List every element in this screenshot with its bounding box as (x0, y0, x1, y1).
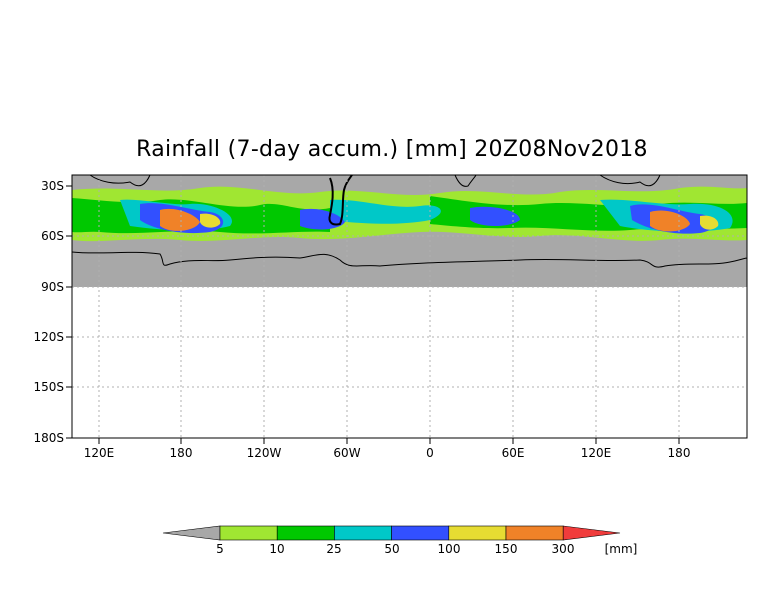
colorbar (162, 525, 621, 541)
colorbar-segment-low (162, 525, 221, 541)
colorbar-label: 50 (384, 542, 399, 556)
colorbar-segment (276, 525, 335, 541)
lat-label: 30S (41, 179, 64, 193)
rainfall-field (72, 186, 747, 242)
australia-outline-repeat (599, 174, 661, 187)
colorbar-label: 100 (438, 542, 461, 556)
lon-label: 180 (170, 446, 193, 460)
lat-label: 60S (41, 229, 64, 243)
south-america-outline (328, 174, 353, 226)
colorbar-labels: 5 10 25 50 100 150 300 [mm] (216, 542, 637, 556)
colorbar-label: 300 (552, 542, 575, 556)
lon-label: 120W (247, 446, 282, 460)
lat-label: 150S (33, 380, 64, 394)
colorbar-unit: [mm] (605, 542, 638, 556)
lon-label: 180 (668, 446, 691, 460)
colorbar-segment (334, 525, 392, 541)
colorbar-segment-high (562, 525, 621, 541)
map-title: Rainfall (7-day accum.) [mm] 20Z08Nov201… (136, 137, 648, 162)
colorbar-label: 25 (326, 542, 341, 556)
lon-label: 120E (84, 446, 115, 460)
colorbar-segment (448, 525, 507, 541)
lat-label: 180S (33, 431, 64, 445)
colorbar-label: 5 (216, 542, 224, 556)
africa-outline (454, 174, 477, 187)
map-frame (71, 174, 748, 439)
lon-label: 60E (502, 446, 525, 460)
colorbar-label: 150 (495, 542, 518, 556)
australia-outline (89, 174, 151, 187)
lon-ticks (98, 438, 680, 444)
lon-label: 60W (333, 446, 360, 460)
antarctica-coastline (71, 251, 748, 268)
gridlines (72, 175, 747, 438)
colorbar-segment (391, 525, 450, 541)
colorbar-segment (505, 525, 564, 541)
lat-label: 120S (33, 330, 64, 344)
colorbar-label: 10 (269, 542, 284, 556)
lat-label: 90S (41, 280, 64, 294)
lon-label: 120E (581, 446, 612, 460)
lon-label: 0 (426, 446, 434, 460)
lat-ticks (66, 185, 72, 439)
colorbar-segment (219, 525, 278, 541)
